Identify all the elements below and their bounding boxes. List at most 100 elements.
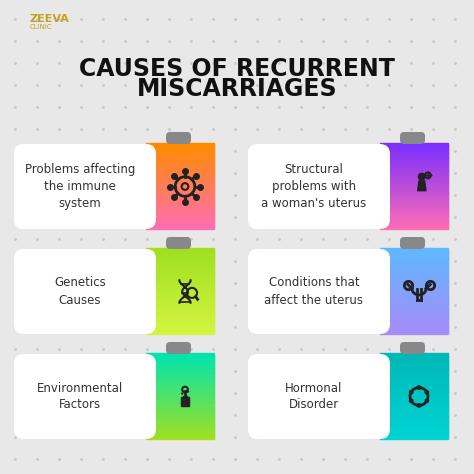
Bar (146, 208, 214, 210)
Bar (380, 302, 448, 305)
Bar (146, 418, 214, 420)
FancyBboxPatch shape (248, 354, 448, 439)
Bar (380, 260, 448, 263)
Bar (146, 356, 214, 359)
Bar (380, 356, 448, 359)
Bar (380, 253, 448, 256)
Bar (146, 185, 214, 188)
Bar (380, 196, 448, 199)
Bar (380, 296, 448, 298)
Bar (380, 433, 448, 436)
Bar (380, 421, 448, 424)
FancyBboxPatch shape (400, 237, 425, 249)
Bar (380, 304, 448, 307)
Bar (146, 387, 214, 390)
Bar (380, 306, 448, 309)
Bar (146, 368, 214, 371)
Bar (380, 267, 448, 269)
Bar (146, 375, 214, 378)
Bar (380, 399, 448, 401)
Bar (146, 277, 214, 280)
Bar (380, 279, 448, 281)
Bar (146, 394, 214, 396)
Bar (380, 435, 448, 438)
Bar (380, 158, 448, 161)
Bar (380, 285, 448, 288)
Bar (146, 273, 214, 276)
Bar (146, 360, 214, 363)
Bar (146, 372, 214, 374)
Bar (380, 287, 448, 290)
Bar (146, 184, 214, 186)
Bar (146, 187, 214, 190)
Bar (146, 321, 214, 324)
Bar (380, 150, 448, 153)
Bar (380, 284, 448, 286)
Bar (380, 173, 448, 176)
Circle shape (417, 386, 421, 389)
Bar (380, 395, 448, 398)
Bar (146, 399, 214, 401)
Bar (380, 175, 448, 178)
Bar (146, 145, 214, 147)
FancyBboxPatch shape (400, 132, 425, 144)
Bar (380, 375, 448, 378)
Bar (146, 272, 214, 274)
Bar (146, 206, 214, 209)
Bar (146, 433, 214, 436)
Bar (380, 225, 448, 228)
Bar (380, 325, 448, 327)
Bar (146, 406, 214, 409)
Bar (146, 304, 214, 307)
Bar (146, 379, 214, 381)
Bar (146, 370, 214, 373)
Bar (146, 431, 214, 434)
Bar (146, 270, 214, 273)
Bar (380, 419, 448, 422)
Bar (380, 436, 448, 439)
Bar (146, 267, 214, 269)
Bar (146, 168, 214, 171)
Bar (380, 273, 448, 276)
Bar (380, 297, 448, 300)
Bar (146, 172, 214, 174)
Bar (146, 419, 214, 422)
Bar (380, 262, 448, 264)
Bar (146, 308, 214, 310)
Bar (380, 181, 448, 183)
Bar (146, 353, 214, 356)
Bar (380, 385, 448, 388)
Bar (380, 268, 448, 271)
Bar (146, 355, 214, 357)
Bar (380, 416, 448, 419)
Bar (146, 194, 214, 197)
Bar (380, 187, 448, 190)
Bar (146, 331, 214, 334)
Bar (380, 221, 448, 224)
Bar (146, 287, 214, 290)
Bar (380, 189, 448, 191)
Bar (380, 301, 448, 303)
Bar (380, 184, 448, 186)
Bar (146, 155, 214, 157)
Bar (146, 391, 214, 393)
Bar (380, 160, 448, 163)
Bar (380, 331, 448, 334)
Bar (380, 153, 448, 156)
Bar (146, 148, 214, 151)
Bar (380, 382, 448, 384)
Bar (146, 143, 214, 146)
Bar (380, 251, 448, 254)
Bar (380, 291, 448, 293)
Bar (380, 177, 448, 180)
Bar (380, 182, 448, 185)
Bar (146, 380, 214, 383)
Bar (146, 392, 214, 395)
Bar (380, 318, 448, 320)
Bar (146, 377, 214, 380)
Bar (146, 374, 214, 376)
Bar (380, 146, 448, 149)
Bar (380, 394, 448, 396)
Bar (380, 412, 448, 415)
Bar (380, 170, 448, 173)
